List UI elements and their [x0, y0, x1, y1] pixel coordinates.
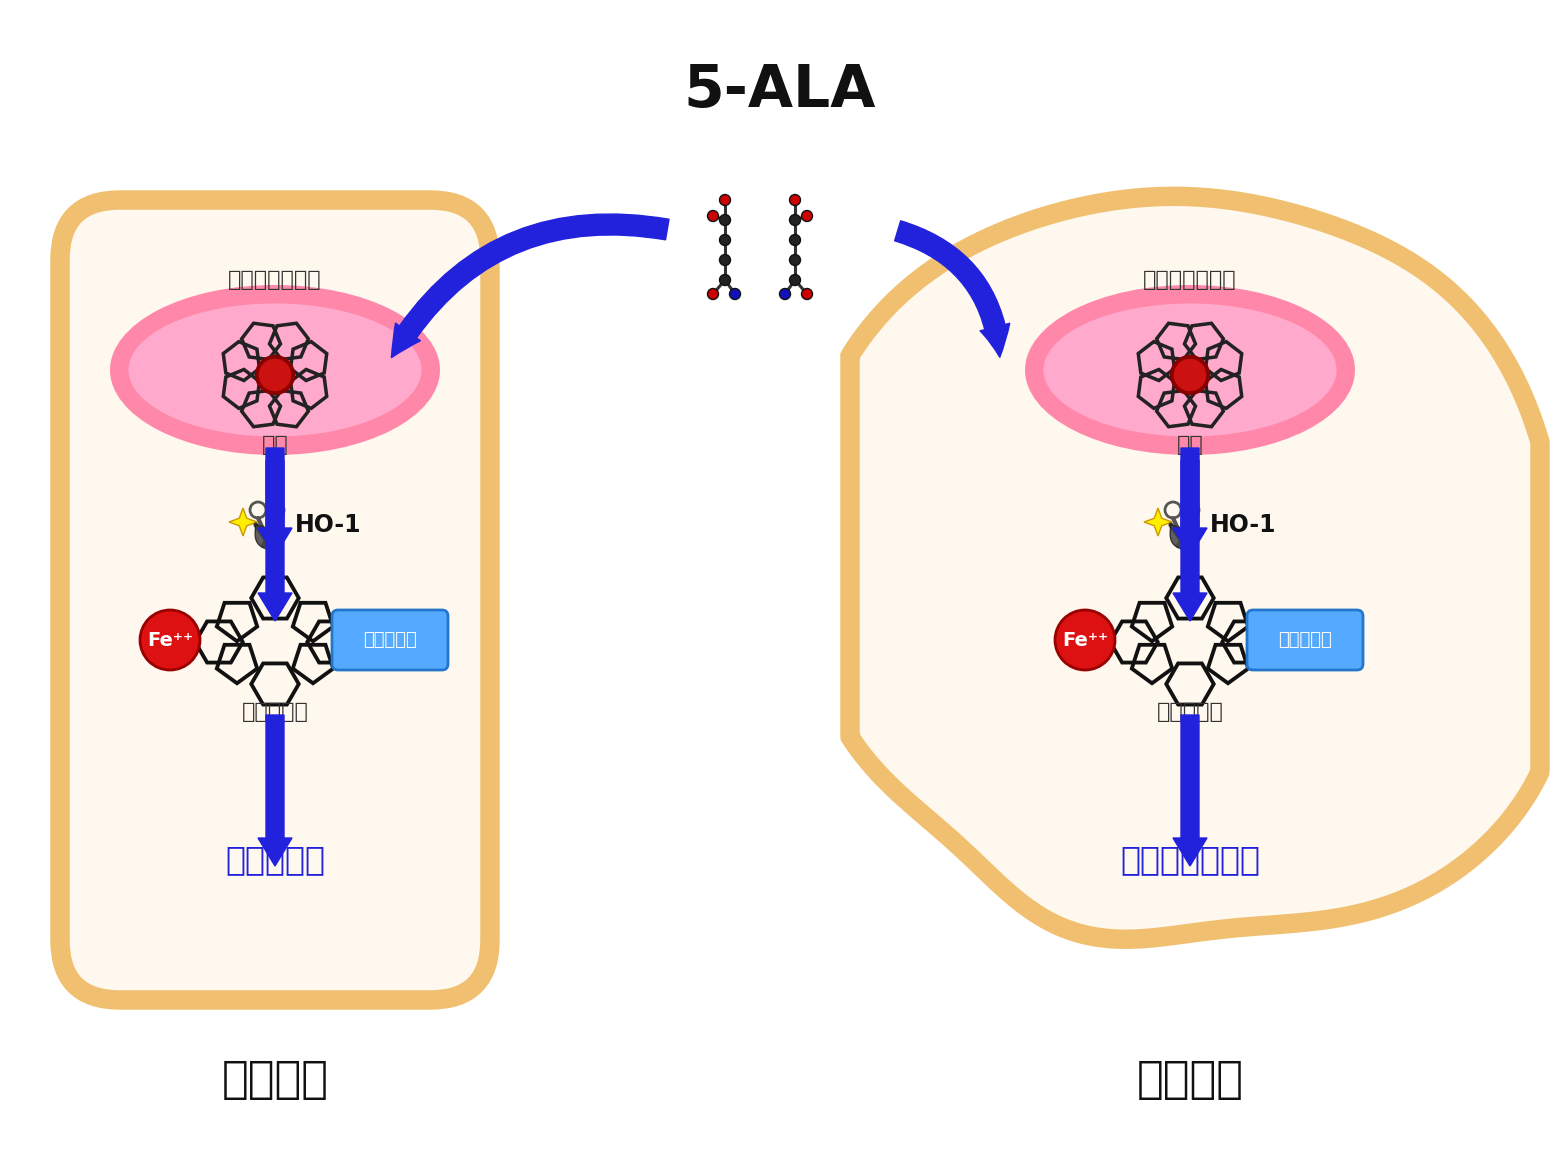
FancyArrow shape: [1173, 448, 1207, 556]
Polygon shape: [850, 197, 1540, 940]
Circle shape: [789, 214, 800, 226]
Circle shape: [708, 211, 719, 221]
Text: 過剰反応の抑制: 過剰反応の抑制: [1120, 844, 1260, 876]
Circle shape: [719, 275, 730, 285]
Ellipse shape: [1041, 300, 1340, 440]
Ellipse shape: [1025, 285, 1356, 455]
Text: 一酸化炭素: 一酸化炭素: [363, 631, 417, 649]
FancyArrowPatch shape: [392, 214, 669, 358]
Polygon shape: [229, 508, 257, 536]
Text: ビリルビン: ビリルビン: [1156, 702, 1223, 722]
FancyBboxPatch shape: [59, 200, 490, 1000]
Circle shape: [257, 357, 293, 393]
FancyBboxPatch shape: [332, 610, 448, 670]
Text: ビリルビン: ビリルビン: [242, 702, 309, 722]
Polygon shape: [1143, 508, 1172, 536]
Text: HO-1: HO-1: [295, 512, 362, 537]
Text: Fe⁺⁺: Fe⁺⁺: [147, 631, 193, 649]
Circle shape: [730, 289, 741, 300]
FancyArrow shape: [1173, 460, 1207, 621]
Polygon shape: [1170, 525, 1190, 551]
Text: ミトコンドリア: ミトコンドリア: [1143, 270, 1237, 290]
Text: 一酸化炭素: 一酸化炭素: [1278, 631, 1332, 649]
Circle shape: [789, 234, 800, 246]
FancyArrow shape: [257, 715, 292, 866]
Ellipse shape: [125, 300, 424, 440]
Circle shape: [719, 255, 730, 266]
Circle shape: [719, 234, 730, 246]
Circle shape: [789, 255, 800, 266]
Text: 抗酸化作用: 抗酸化作用: [225, 844, 324, 876]
Circle shape: [140, 610, 200, 670]
Text: ヘム: ヘム: [262, 435, 289, 455]
Ellipse shape: [111, 285, 440, 455]
Polygon shape: [256, 525, 275, 551]
FancyArrow shape: [257, 460, 292, 621]
Text: ミトコンドリア: ミトコンドリア: [228, 270, 321, 290]
FancyArrow shape: [257, 448, 292, 556]
Circle shape: [802, 211, 813, 221]
Circle shape: [719, 194, 730, 206]
Circle shape: [1055, 610, 1115, 670]
Text: 5-ALA: 5-ALA: [683, 62, 877, 118]
Text: 正常細胞: 正常細胞: [222, 1059, 329, 1101]
Circle shape: [789, 275, 800, 285]
Circle shape: [802, 289, 813, 300]
Text: Fe⁺⁺: Fe⁺⁺: [1062, 631, 1108, 649]
Circle shape: [780, 289, 791, 300]
Text: ヘム: ヘム: [1176, 435, 1203, 455]
FancyBboxPatch shape: [1246, 610, 1363, 670]
Text: 免疫細胞: 免疫細胞: [1137, 1059, 1243, 1101]
Circle shape: [1172, 357, 1207, 393]
Circle shape: [708, 289, 719, 300]
FancyArrow shape: [1173, 715, 1207, 866]
Text: HO-1: HO-1: [1211, 512, 1276, 537]
Circle shape: [789, 194, 800, 206]
Circle shape: [719, 214, 730, 226]
FancyArrowPatch shape: [894, 221, 1009, 357]
